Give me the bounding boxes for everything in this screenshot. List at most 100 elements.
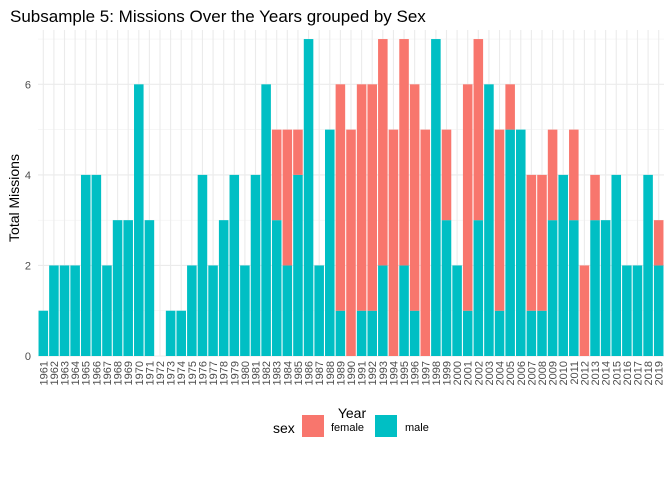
x-tick-label: 1992 [367, 361, 379, 385]
x-tick-label: 2004 [495, 361, 507, 385]
x-tick-label: 2003 [484, 361, 496, 385]
bar-male-2001 [462, 310, 473, 356]
bar-female-2009 [547, 129, 558, 221]
x-tick-label: 1968 [113, 361, 125, 385]
x-tick-label: 2018 [643, 361, 655, 385]
bar-male-1965 [80, 174, 91, 356]
x-tick-label: 1987 [314, 361, 326, 385]
legend-label-male: male [405, 422, 429, 434]
bar-female-2004 [494, 129, 505, 311]
bar-female-1996 [409, 84, 420, 311]
bar-female-1993 [378, 39, 388, 266]
x-tick-label: 1976 [197, 361, 209, 385]
bar-male-2007 [526, 310, 537, 356]
x-tick-label: 1990 [346, 361, 358, 385]
x-tick-label: 1985 [293, 361, 305, 385]
bar-male-1976 [197, 174, 208, 356]
x-tick-label: 1999 [441, 361, 453, 385]
x-tick-label: 1965 [81, 361, 93, 385]
x-tick-label: 1974 [176, 361, 188, 385]
x-tick-label: 2006 [516, 361, 528, 385]
x-tick-label: 1963 [60, 361, 72, 385]
bar-male-1970 [134, 84, 144, 356]
bar-female-1994 [388, 129, 399, 356]
bar-male-1987 [314, 265, 324, 356]
x-tick-label: 2012 [579, 361, 591, 385]
x-tick-label: 1967 [102, 361, 114, 385]
legend-swatch-female [302, 415, 324, 437]
x-tick-label: 1997 [420, 361, 432, 385]
x-tick-label: 2017 [632, 361, 644, 385]
x-tick-label: 2016 [622, 361, 634, 385]
bar-male-1979 [229, 174, 240, 356]
bar-male-1971 [144, 220, 155, 356]
bar-male-2011 [569, 220, 579, 356]
bar-male-1975 [187, 265, 197, 356]
bar-female-2012 [579, 265, 590, 356]
bar-female-2005 [505, 84, 515, 130]
x-tick-label: 1986 [304, 361, 316, 385]
x-tick-label: 2019 [654, 361, 666, 385]
x-tick-label: 1966 [91, 361, 103, 385]
y-tick-label: 4 [25, 170, 31, 182]
bar-male-1992 [367, 310, 377, 356]
legend: sex female male [273, 415, 429, 437]
bar-female-1989 [335, 84, 346, 311]
x-tick-label: 1991 [357, 361, 369, 385]
legend-swatch-male [375, 415, 397, 437]
bar-male-1966 [91, 174, 102, 356]
bar-female-1991 [356, 84, 367, 311]
x-tick-label: 1982 [261, 361, 273, 385]
bar-male-1993 [378, 265, 388, 356]
bar-male-2010 [558, 174, 568, 356]
bar-female-1999 [441, 129, 452, 221]
x-tick-label: 1996 [410, 361, 422, 385]
bar-male-1986 [303, 39, 314, 357]
x-tick-label: 2009 [548, 361, 560, 385]
bar-male-1982 [261, 84, 271, 356]
bar-male-1983 [271, 220, 282, 356]
bar-female-2008 [537, 174, 547, 311]
x-tick-label: 2001 [463, 361, 475, 385]
x-tick-label: 1983 [272, 361, 284, 385]
x-tick-label: 1989 [335, 361, 347, 385]
bar-female-2013 [590, 174, 600, 221]
bar-female-2019 [653, 220, 664, 266]
bar-male-2014 [600, 220, 611, 356]
bar-male-2003 [484, 84, 494, 356]
bar-male-1969 [123, 220, 133, 356]
x-tick-label: 1977 [208, 361, 220, 385]
bar-male-1977 [208, 265, 218, 356]
x-tick-label: 1984 [282, 361, 294, 385]
bar-male-1996 [409, 310, 420, 356]
bar-male-1968 [112, 220, 123, 356]
bar-female-2001 [462, 84, 473, 311]
bar-male-1964 [70, 265, 80, 356]
bar-male-1991 [356, 310, 367, 356]
bar-female-2011 [569, 129, 579, 221]
bar-male-2019 [653, 265, 664, 356]
legend-title: sex [273, 420, 295, 436]
bar-male-1974 [176, 310, 187, 356]
x-tick-label: 1988 [325, 361, 337, 385]
bar-male-1961 [38, 310, 49, 356]
x-tick-label: 2011 [569, 361, 581, 385]
x-tick-label: 1979 [229, 361, 241, 385]
legend-label-female: female [331, 422, 364, 434]
y-tick-label: 6 [25, 79, 31, 91]
x-tick-label: 2015 [611, 361, 623, 385]
bar-female-2007 [526, 174, 537, 311]
x-tick-label: 1978 [219, 361, 231, 385]
x-axis-title: Year [338, 405, 367, 421]
x-tick-label: 2013 [590, 361, 602, 385]
x-tick-label: 2010 [558, 361, 570, 385]
bar-male-2017 [632, 265, 643, 356]
bar-female-1997 [420, 129, 431, 356]
x-tick-label: 1980 [240, 361, 252, 385]
bar-male-1962 [49, 265, 59, 356]
x-tick-label: 1971 [144, 361, 156, 385]
x-tick-label: 1998 [431, 361, 443, 385]
bars [38, 39, 664, 357]
y-tick-label: 0 [25, 351, 31, 363]
bar-male-2018 [643, 174, 653, 356]
